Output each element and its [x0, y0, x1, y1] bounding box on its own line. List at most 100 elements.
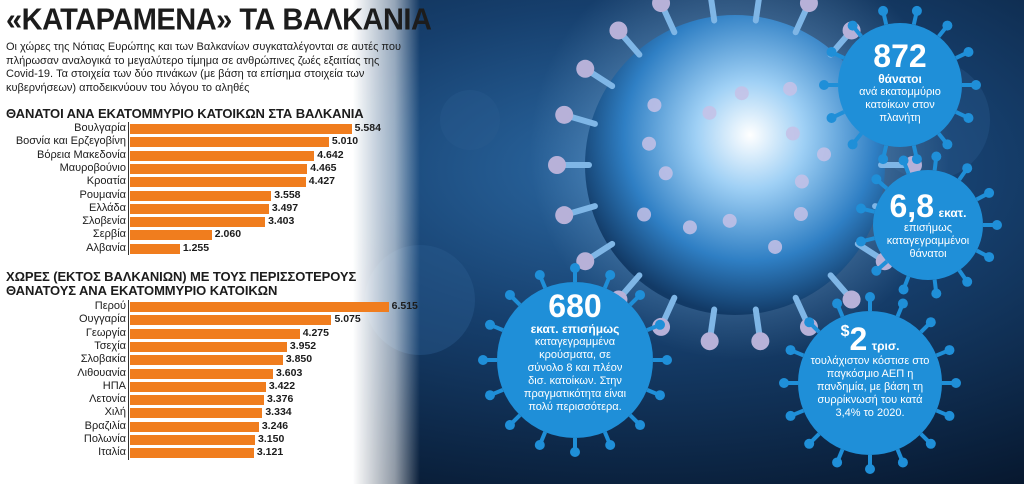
chart1-category-label: Αλβανία [86, 241, 126, 254]
chart2-row: Τσεχία 3.952 [0, 340, 400, 353]
bubble2-unit: εκατ. [938, 206, 967, 220]
virus-spike-head [842, 290, 861, 309]
chart1-row: Ελλάδα 3.497 [0, 202, 400, 215]
headline: «ΚΑΤΑΡΑΜΕΝΑ» ΤΑ ΒΑΛΚΑΝΙΑ [6, 3, 432, 37]
chart2-bar [130, 381, 266, 392]
virus-spike-head [751, 332, 770, 351]
chart2-bar [130, 448, 254, 459]
chart1-category-label: Ελλάδα [88, 201, 126, 214]
bubble2-number: 6,8 [889, 188, 934, 224]
bubble-cases: 680 εκατ. επισήμως καταγεγραμμένα κρούσμ… [510, 290, 640, 414]
virus-protein [682, 220, 697, 235]
bubble3-number: 680 [548, 288, 602, 324]
chart2-row: Γεωργία 4.275 [0, 327, 400, 340]
chart2-value-label: 3.952 [289, 339, 317, 352]
virus-spike-head [548, 156, 566, 174]
virus-spike-head [555, 206, 574, 225]
chart1-value-label: 2.060 [214, 228, 242, 241]
virus-protein [785, 126, 800, 141]
chart1-bar [130, 124, 352, 134]
chart2-category-label: Λιθουανία [77, 366, 126, 379]
chart1-value-label: 4.465 [310, 161, 337, 174]
chart2-category-label: Ουγγαρία [79, 313, 126, 326]
bubble1-unit: θάνατοι [878, 72, 922, 86]
chart2-bar [130, 315, 332, 326]
chart1-value-label: 3.403 [268, 215, 295, 228]
chart1-bar [130, 230, 212, 241]
chart1-bar [130, 190, 272, 201]
chart1-category-label: Βουλγαρία [74, 122, 126, 134]
chart2-bar [130, 355, 283, 366]
virus-protein [722, 213, 737, 228]
chart2-row: Ουγγαρία 5.075 [0, 313, 400, 326]
chart2-title: ΧΩΡΕΣ (ΕΚΤΟΣ ΒΑΛΚΑΝΙΩΝ) ΜΕ ΤΟΥΣ ΠΕΡΙΣΣΟΤ… [6, 270, 356, 298]
bubble4-number: 2 [849, 321, 868, 357]
chart2-bar [130, 328, 300, 339]
chart1-row: Αλβανία 1.255 [0, 242, 400, 255]
chart2-bar [130, 408, 263, 419]
chart1-row: Σερβία 2.060 [0, 228, 400, 241]
chart1-value-label: 1.255 [182, 241, 210, 254]
virus-protein [702, 105, 717, 120]
virus-protein [794, 174, 809, 189]
chart2-axis [128, 300, 129, 460]
chart1-category-label: Κροατία [86, 175, 126, 188]
bubble3-text: καταγεγραμμένα κρούσματα, σε σύνολο 8 κα… [523, 336, 627, 413]
chart2-category-label: Σλοβακία [80, 353, 126, 366]
chart2-category-label: Λετονία [89, 393, 126, 406]
chart2-category-label: Γεωργία [85, 326, 126, 339]
chart2-row: Πολωνία 3.150 [0, 433, 400, 446]
chart1-category-label: Σλοβενία [82, 215, 126, 228]
virus-spike-head [576, 252, 595, 271]
virus-spike [752, 0, 762, 24]
chart2-row: Χιλή 3.334 [0, 406, 400, 419]
bubble-gdp-cost: $2 τρισ. τουλάχιστον κόστισε στο παγκόσμ… [800, 323, 940, 420]
chart2-value-label: 3.376 [267, 393, 294, 406]
chart1-row: Μαυροβούνιο 4.465 [0, 162, 400, 175]
virus-spike-head [700, 332, 719, 351]
virus-protein [734, 86, 749, 101]
bubble1-shape [819, 5, 981, 165]
bubble2-text: επισήμως καταγεγραμμένοι θάνατοι [886, 222, 970, 260]
chart1-bar [130, 163, 308, 174]
chart1-category-label: Σερβία [92, 228, 126, 241]
chart2-title-line2: ΘΑΝΑΤΟΥΣ ΑΝΑ ΕΚΑΤΟΜΜΥΡΙΟ ΚΑΤΟΙΚΩΝ [6, 283, 278, 298]
chart2-category-label: ΗΠΑ [102, 379, 126, 392]
chart1-value-label: 4.427 [308, 175, 336, 188]
virus-spike-head [555, 105, 574, 124]
chart1-value-label: 3.558 [274, 188, 301, 201]
virus-spike-head [609, 21, 628, 40]
chart2-value-label: 3.150 [258, 433, 285, 445]
chart2-value-label: 3.422 [268, 379, 296, 392]
bubble4-currency: $ [840, 323, 850, 340]
chart2-category-label: Περού [94, 300, 126, 312]
chart1-value-label: 5.010 [331, 135, 359, 148]
chart1-category-label: Μαυροβούνιο [59, 161, 126, 174]
chart1-bar [130, 150, 315, 161]
bubble3-unit: εκατ. επισήμως [530, 322, 620, 336]
chart2-value-label: 3.334 [265, 406, 292, 419]
virus-spike-head [799, 0, 818, 13]
chart1-row: Ρουμανία 3.558 [0, 189, 400, 202]
virus-spike [708, 0, 718, 24]
virus-protein [637, 207, 652, 222]
chart1-category-label: Ρουμανία [79, 188, 126, 201]
bubble-deaths-per-million: 872 θάνατοι ανά εκατομμύριο κατοίκων στο… [830, 40, 970, 125]
virus-body [585, 15, 885, 315]
chart1-row: Σλοβενία 3.403 [0, 215, 400, 228]
chart1-bar [130, 203, 269, 214]
chart2-category-label: Πολωνία [83, 433, 126, 445]
bubble3-shape [478, 263, 672, 457]
chart1-bar [130, 243, 180, 254]
virus-spike-head [576, 59, 595, 78]
chart2-row: Λιθουανία 3.603 [0, 367, 400, 380]
chart1-value-label: 3.497 [271, 201, 299, 214]
chart2-row: Βραζιλία 3.246 [0, 420, 400, 433]
virus-spike-head [652, 0, 671, 13]
chart2-row: ΗΠΑ 3.422 [0, 380, 400, 393]
chart1-value-label: 5.584 [354, 122, 381, 134]
chart2-bar [130, 302, 389, 312]
chart1-value-label: 4.642 [317, 148, 344, 161]
virus-protein [768, 239, 783, 254]
chart2-row: Σλοβακία 3.850 [0, 353, 400, 366]
